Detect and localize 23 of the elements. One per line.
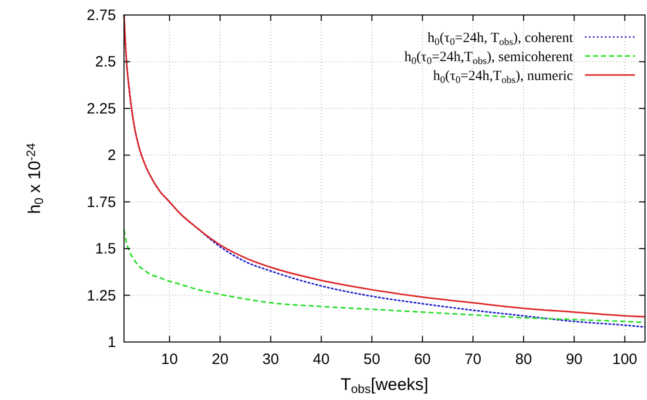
x-tick-label: 70	[464, 351, 482, 368]
x-axis-title: T$_{obs}$[weeks]	[340, 375, 428, 396]
x-tick-label: 90	[566, 351, 583, 368]
x-tick-label: 40	[312, 351, 330, 368]
y-tick-label: 1.25	[86, 287, 116, 304]
line-series	[123, 229, 646, 324]
y-tick-label: 1	[108, 334, 116, 351]
x-tick-label: 80	[515, 351, 532, 368]
y-tick-label: 2.5	[95, 54, 116, 71]
x-tick-label: 60	[414, 351, 431, 368]
y-tick-label: 2.75	[86, 7, 116, 24]
legend-label: h$_{0}$(τ$_{0}$=24h,T$_{obs}$), numeric	[433, 69, 573, 86]
x-tick-label: 10	[161, 351, 178, 368]
x-tick-label: 50	[364, 351, 380, 368]
y-tick-label: 1.5	[95, 240, 116, 258]
x-tick-label: 30	[262, 351, 280, 368]
y-tick-label: 2.25	[86, 100, 116, 118]
legend-label: h$_{0}$(τ$_{0}$=24h,T$_{obs}$), semicoherent	[404, 50, 574, 66]
x-tick-label: 100	[612, 351, 638, 368]
y-tick-label: 1.75	[86, 194, 116, 211]
y-tick-label: 2	[108, 147, 116, 164]
legend-label: h$_{0}$(τ$_{0}$=24h, T$_{obs}$), coherent	[428, 31, 574, 48]
x-tick-label: 20	[212, 351, 228, 368]
